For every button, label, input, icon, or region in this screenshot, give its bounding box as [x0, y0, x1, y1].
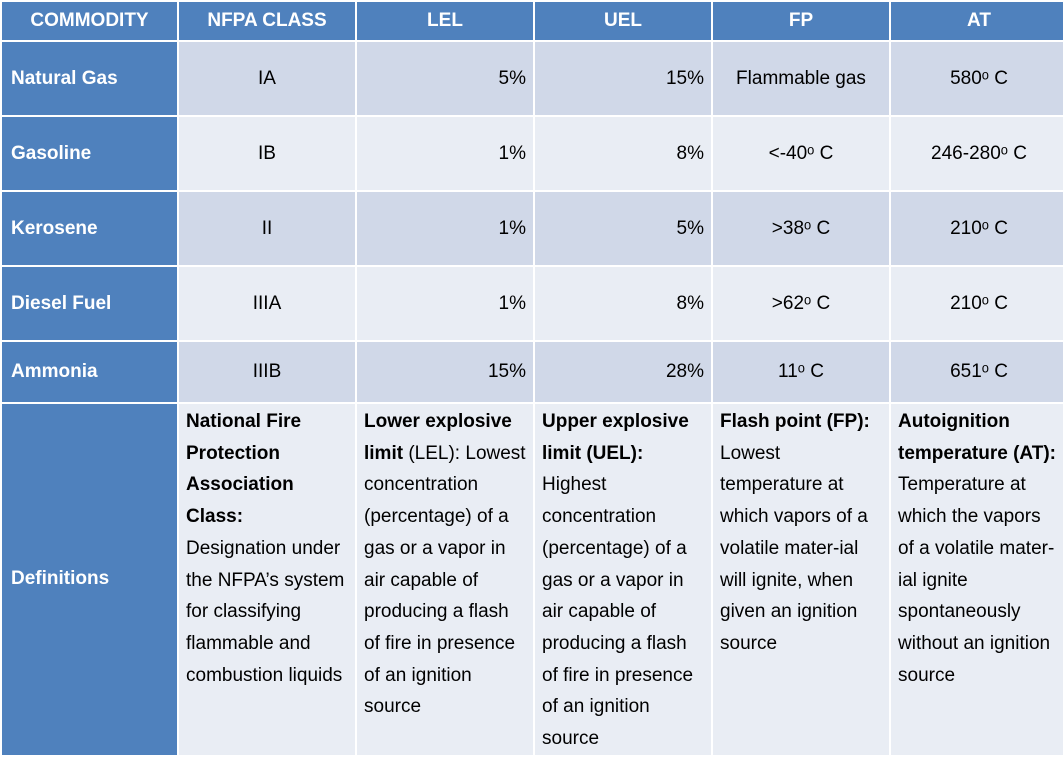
header-uel: UEL	[535, 2, 711, 40]
header-nfpa-class: NFPA CLASS	[179, 2, 355, 40]
nfpa-cell: IA	[179, 42, 355, 115]
lel-cell: 1%	[357, 117, 533, 190]
fp-cell: <-40ᵒ C	[713, 117, 889, 190]
uel-cell: 8%	[535, 117, 711, 190]
table-row: Kerosene II 1% 5% >38ᵒ C 210ᵒ C	[2, 192, 1063, 265]
lel-cell: 15%	[357, 342, 533, 402]
at-cell: 210ᵒ C	[891, 267, 1063, 340]
fp-cell: >38ᵒ C	[713, 192, 889, 265]
definition-text: Designation under the NFPA’s system for …	[186, 537, 345, 686]
nfpa-cell: IIIB	[179, 342, 355, 402]
definition-text: Lowest temperature at which vapors of a …	[720, 442, 868, 654]
at-cell: 580ᵒ C	[891, 42, 1063, 115]
header-lel: LEL	[357, 2, 533, 40]
commodity-cell: Diesel Fuel	[2, 267, 177, 340]
definition-text: Highest concentration (percentage) of a …	[542, 474, 694, 750]
definition-term: Lower explosive limit	[364, 411, 512, 464]
lel-cell: 5%	[357, 42, 533, 115]
definition-lel: Lower explosive limit (LEL): Lowest conc…	[357, 404, 533, 755]
fp-cell: >62ᵒ C	[713, 267, 889, 340]
definition-term: Upper explosive limit (UEL):	[542, 411, 689, 464]
definition-nfpa: National Fire Protection Association Cla…	[179, 404, 355, 755]
nfpa-cell: IIIA	[179, 267, 355, 340]
definitions-row: Definitions National Fire Protection Ass…	[2, 404, 1063, 755]
fp-cell: Flammable gas	[713, 42, 889, 115]
definition-term: Autoignition temperature (AT):	[898, 411, 1056, 464]
commodity-cell: Gasoline	[2, 117, 177, 190]
lel-cell: 1%	[357, 267, 533, 340]
definitions-label: Definitions	[2, 404, 177, 755]
table-row: Natural Gas IA 5% 15% Flammable gas 580ᵒ…	[2, 42, 1063, 115]
definition-uel: Upper explosive limit (UEL): Highest con…	[535, 404, 711, 755]
header-fp: FP	[713, 2, 889, 40]
at-cell: 210ᵒ C	[891, 192, 1063, 265]
nfpa-cell: IB	[179, 117, 355, 190]
at-cell: 651ᵒ C	[891, 342, 1063, 402]
table-row: Diesel Fuel IIIA 1% 8% >62ᵒ C 210ᵒ C	[2, 267, 1063, 340]
nfpa-cell: II	[179, 192, 355, 265]
lel-cell: 1%	[357, 192, 533, 265]
at-cell: 246-280ᵒ C	[891, 117, 1063, 190]
header-commodity: COMMODITY	[2, 2, 177, 40]
fp-cell: 11ᵒ C	[713, 342, 889, 402]
uel-cell: 8%	[535, 267, 711, 340]
definition-text: Lowest concentration (percentage) of a g…	[364, 442, 526, 718]
definition-at: Autoignition temperature (AT): Temperatu…	[891, 404, 1063, 755]
header-at: AT	[891, 2, 1063, 40]
commodity-cell: Kerosene	[2, 192, 177, 265]
definition-fp: Flash point (FP): Lowest temperature at …	[713, 404, 889, 755]
table-row: Ammonia IIIB 15% 28% 11ᵒ C 651ᵒ C	[2, 342, 1063, 402]
uel-cell: 28%	[535, 342, 711, 402]
definition-text: Temperature at which the vapors of a vol…	[898, 474, 1055, 686]
definition-abbr: (LEL):	[403, 442, 461, 464]
header-row: COMMODITY NFPA CLASS LEL UEL FP AT	[2, 2, 1063, 40]
uel-cell: 15%	[535, 42, 711, 115]
table-row: Gasoline IB 1% 8% <-40ᵒ C 246-280ᵒ C	[2, 117, 1063, 190]
commodity-cell: Ammonia	[2, 342, 177, 402]
uel-cell: 5%	[535, 192, 711, 265]
commodity-cell: Natural Gas	[2, 42, 177, 115]
definition-term: Flash point (FP):	[720, 411, 870, 432]
definition-term: National Fire Protection Association Cla…	[186, 411, 302, 528]
